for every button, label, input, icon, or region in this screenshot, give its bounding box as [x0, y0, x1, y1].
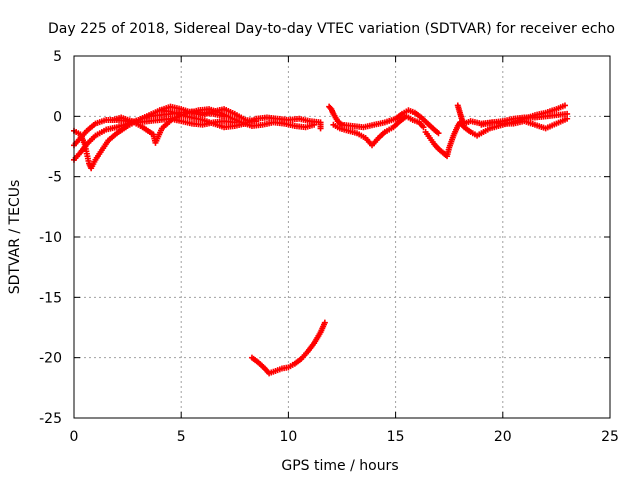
series-track-11	[248, 319, 328, 377]
x-tick-label: 0	[70, 429, 79, 445]
x-tick-label: 5	[177, 429, 186, 445]
chart-title: Day 225 of 2018, Sidereal Day-to-day VTE…	[48, 21, 615, 37]
tick-labels: 0 5 10 15 20 25 5 0 -5 -10 -15 -20 -25	[39, 49, 619, 445]
x-tick-label: 25	[601, 429, 619, 445]
series-track-5	[156, 107, 324, 132]
x-tick-label: 20	[494, 429, 512, 445]
x-axis-label: GPS time / hours	[281, 458, 398, 474]
data-point	[317, 125, 324, 132]
y-axis-label: SDTVAR / TECUs	[7, 180, 23, 295]
data-point	[564, 110, 571, 117]
data-point	[420, 124, 427, 131]
series-track-10	[478, 110, 571, 128]
y-tick-label: -5	[48, 170, 62, 186]
plot-frame	[73, 55, 611, 419]
x-tick-label: 10	[279, 429, 297, 445]
y-tick-label: -10	[39, 230, 62, 246]
series-track-4	[109, 106, 318, 146]
y-tick-label: -20	[39, 351, 62, 367]
y-tick-label: 5	[53, 49, 62, 65]
y-tick-label: 0	[53, 109, 62, 125]
data-points	[71, 102, 571, 377]
series-track-6	[326, 103, 442, 137]
y-tick-label: -15	[39, 290, 62, 306]
y-tick-label: -25	[39, 411, 62, 427]
series-track-7	[330, 113, 427, 149]
data-point	[561, 102, 568, 109]
x-tick-label: 15	[387, 429, 405, 445]
data-point	[321, 319, 328, 326]
data-point	[435, 130, 442, 137]
